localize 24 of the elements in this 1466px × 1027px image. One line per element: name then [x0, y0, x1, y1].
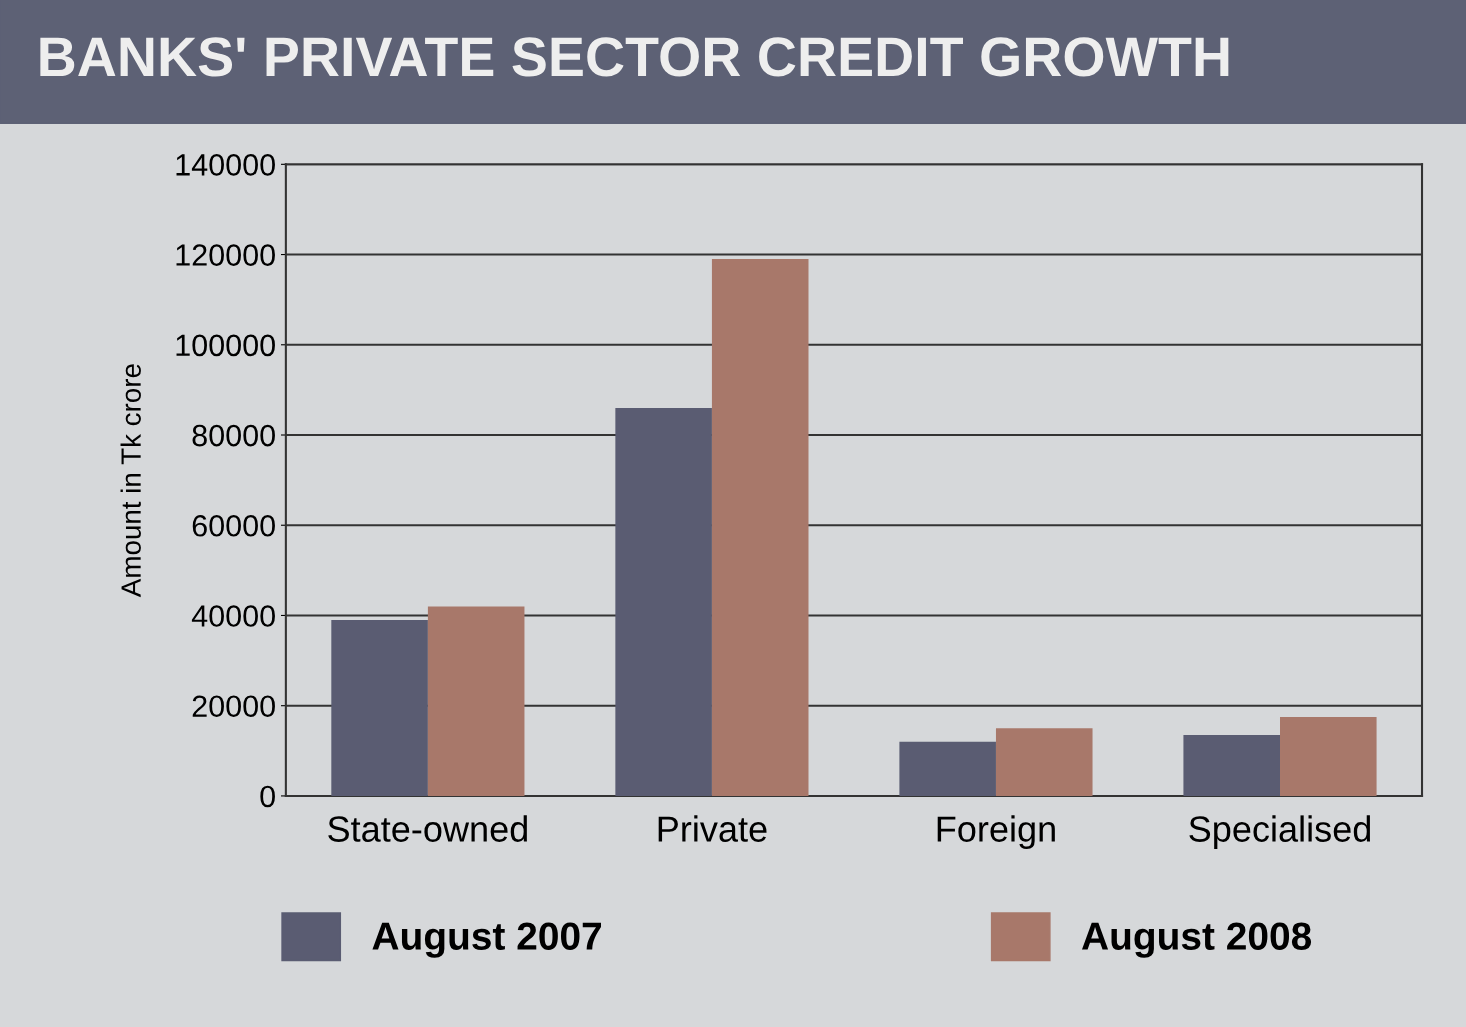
- bar: [1280, 716, 1377, 796]
- x-tick-label: Private: [658, 815, 767, 842]
- y-axis-title: Amount in Tk crore: [120, 364, 141, 598]
- x-tick-label: Specialised: [1189, 815, 1371, 850]
- bar: [331, 619, 428, 796]
- legend-label: August 2007: [372, 922, 601, 958]
- bar: [711, 259, 809, 796]
- bar: [1183, 735, 1280, 796]
- bar: [427, 606, 525, 796]
- y-tick-label: 120000: [176, 244, 275, 266]
- bar: [995, 728, 1093, 796]
- y-tick-label: 0: [260, 785, 275, 808]
- y-tick-label: 60000: [192, 514, 275, 537]
- bar: [615, 407, 712, 796]
- y-tick-label: 140000: [176, 154, 275, 176]
- x-tick-label: State-owned: [328, 815, 527, 842]
- y-tick-label: 100000: [176, 334, 275, 357]
- x-tick-label: Foreign: [937, 815, 1055, 850]
- y-tick-label: 20000: [192, 695, 275, 718]
- chart-title: BANKS' PRIVATE SECTOR CREDIT GROWTH: [40, 37, 1229, 77]
- legend-label: August 2008: [1081, 922, 1312, 958]
- y-tick-label: 40000: [191, 605, 275, 627]
- y-tick-label: 80000: [192, 424, 275, 447]
- bar: [899, 741, 996, 796]
